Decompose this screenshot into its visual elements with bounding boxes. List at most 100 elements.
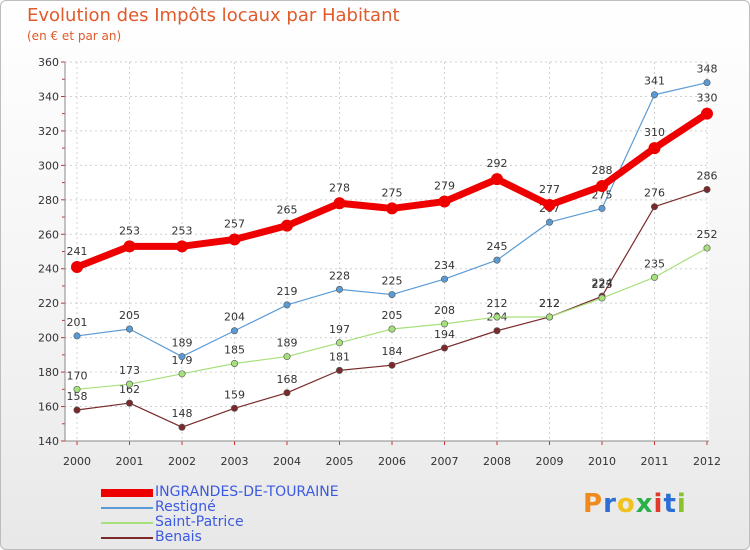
data-label: 162 bbox=[119, 383, 140, 396]
x-tick-label: 2003 bbox=[221, 455, 249, 468]
y-tick-label: 260 bbox=[38, 228, 59, 241]
chart-subtitle: (en € et par an) bbox=[27, 29, 122, 43]
data-label: 159 bbox=[224, 388, 245, 401]
data-label: 185 bbox=[224, 343, 245, 356]
data-point bbox=[440, 344, 448, 352]
legend-swatch bbox=[101, 489, 153, 497]
x-tick-label: 2005 bbox=[326, 455, 354, 468]
y-tick-label: 220 bbox=[38, 297, 59, 310]
data-label: 197 bbox=[329, 323, 350, 336]
data-label: 288 bbox=[592, 164, 613, 177]
data-label: 212 bbox=[539, 297, 560, 310]
data-point bbox=[335, 339, 343, 347]
data-label: 223 bbox=[592, 278, 613, 291]
data-label: 228 bbox=[329, 269, 350, 282]
data-point bbox=[703, 185, 711, 193]
data-label: 204 bbox=[224, 311, 245, 324]
x-tick-label: 2010 bbox=[588, 455, 616, 468]
data-label: 252 bbox=[697, 228, 718, 241]
data-point bbox=[126, 325, 134, 333]
data-point bbox=[650, 203, 658, 211]
data-point bbox=[650, 91, 658, 99]
data-label: 148 bbox=[172, 407, 193, 420]
data-point bbox=[73, 332, 81, 340]
y-tick-label: 180 bbox=[38, 366, 59, 379]
data-label: 212 bbox=[487, 297, 508, 310]
data-point bbox=[598, 294, 606, 302]
data-label: 235 bbox=[644, 257, 665, 270]
data-label: 170 bbox=[67, 369, 88, 382]
data-label: 292 bbox=[487, 157, 508, 170]
data-point bbox=[440, 275, 448, 283]
x-tick-label: 2007 bbox=[431, 455, 459, 468]
data-label: 225 bbox=[382, 275, 403, 288]
data-point bbox=[283, 353, 291, 361]
data-label: 184 bbox=[382, 345, 403, 358]
data-point bbox=[283, 301, 291, 309]
y-tick-label: 300 bbox=[38, 159, 59, 172]
logo-letter: t bbox=[663, 489, 677, 519]
data-point bbox=[388, 325, 396, 333]
data-point bbox=[703, 79, 711, 87]
legend-label: Restigné bbox=[155, 499, 216, 515]
legend-swatch bbox=[101, 537, 153, 539]
chart-title: Evolution des Impôts locaux par Habitant bbox=[27, 5, 400, 26]
data-point bbox=[231, 359, 239, 367]
data-label: 189 bbox=[172, 337, 193, 350]
logo-letter: i bbox=[653, 489, 664, 519]
data-point bbox=[126, 399, 134, 407]
data-label: 341 bbox=[644, 75, 665, 88]
data-point bbox=[545, 218, 553, 226]
data-label: 224 bbox=[592, 276, 613, 289]
data-point bbox=[491, 173, 503, 186]
data-point bbox=[386, 202, 398, 215]
logo-letter: x bbox=[635, 489, 654, 519]
data-point bbox=[178, 353, 186, 361]
data-point bbox=[543, 198, 556, 211]
x-tick-label: 2009 bbox=[536, 455, 564, 468]
data-label: 158 bbox=[67, 390, 88, 403]
data-label: 234 bbox=[434, 259, 455, 272]
data-label: 212 bbox=[539, 297, 560, 310]
data-point bbox=[650, 273, 658, 281]
legend-swatch bbox=[101, 522, 153, 524]
data-label: 205 bbox=[382, 309, 403, 322]
data-point bbox=[126, 380, 134, 388]
y-tick-label: 360 bbox=[38, 56, 59, 69]
data-label: 168 bbox=[277, 373, 298, 386]
data-label: 276 bbox=[644, 187, 665, 200]
data-label: 208 bbox=[434, 304, 455, 317]
y-tick-label: 280 bbox=[38, 194, 59, 207]
data-label: 348 bbox=[697, 63, 718, 76]
logo-letter: r bbox=[603, 489, 617, 519]
data-point bbox=[178, 370, 186, 378]
data-point bbox=[701, 107, 713, 120]
data-label: 241 bbox=[67, 245, 88, 258]
data-point bbox=[333, 197, 346, 210]
data-point bbox=[388, 361, 396, 369]
data-point bbox=[438, 195, 451, 208]
data-label: 310 bbox=[644, 126, 665, 139]
data-label: 179 bbox=[172, 354, 193, 367]
data-label: 277 bbox=[539, 183, 560, 196]
data-point bbox=[283, 389, 291, 397]
logo-letter: P bbox=[583, 489, 604, 519]
data-point bbox=[73, 385, 81, 393]
data-label: 275 bbox=[592, 188, 613, 201]
x-tick-label: 2012 bbox=[693, 455, 721, 468]
data-point bbox=[123, 240, 136, 253]
data-label: 253 bbox=[172, 224, 193, 237]
y-tick-label: 200 bbox=[38, 332, 59, 345]
legend-swatch bbox=[101, 507, 153, 509]
data-label: 194 bbox=[434, 328, 455, 341]
x-tick-label: 2000 bbox=[63, 455, 91, 468]
data-point bbox=[176, 240, 188, 253]
data-point bbox=[703, 244, 711, 252]
data-point bbox=[493, 313, 501, 321]
data-point bbox=[231, 327, 239, 335]
data-label: 189 bbox=[277, 337, 298, 350]
logo-letter: i bbox=[676, 489, 687, 519]
data-label: 181 bbox=[329, 350, 350, 363]
